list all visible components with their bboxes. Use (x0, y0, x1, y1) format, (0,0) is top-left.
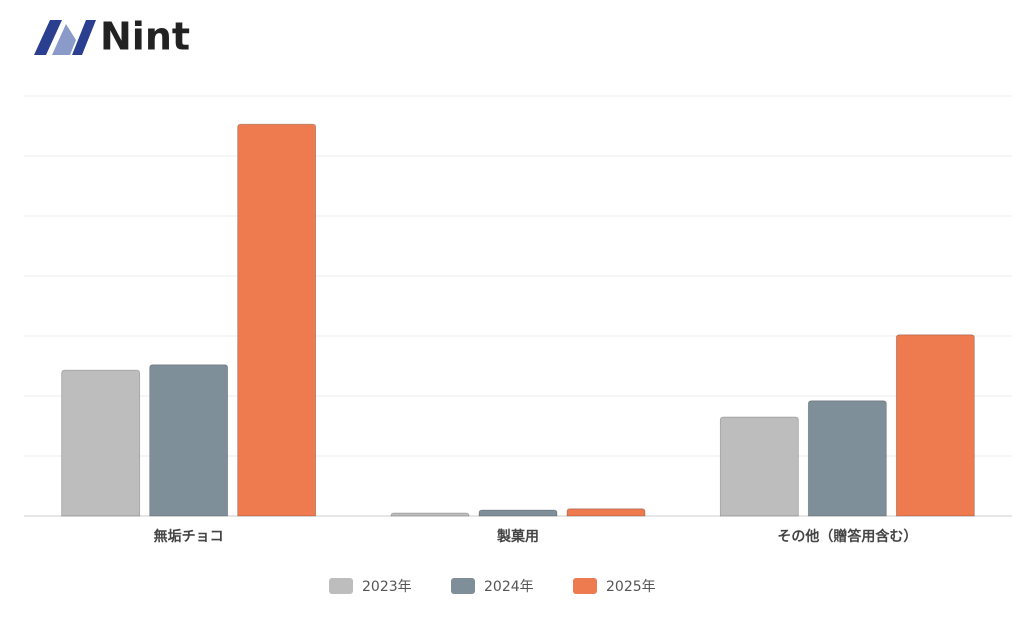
logo-mark (34, 20, 62, 55)
x-tick-label: 製菓用 (496, 528, 539, 545)
logo-mark (72, 20, 96, 55)
bar (719, 416, 799, 517)
legend-swatch (573, 578, 597, 594)
legend-swatch (329, 578, 353, 594)
legend-swatch (451, 578, 475, 594)
bar (895, 334, 975, 517)
logo-text: Nint (100, 15, 190, 59)
legend-label: 2025年 (606, 579, 656, 595)
bar (807, 400, 887, 517)
logo: Nint (34, 15, 190, 59)
bar (61, 369, 141, 517)
x-tick-label: その他（贈答用含む） (777, 528, 917, 545)
legend-label: 2024年 (484, 579, 534, 595)
bar (566, 508, 646, 517)
bar (237, 123, 317, 517)
bar (390, 512, 470, 517)
logo-mark (52, 24, 76, 55)
bar (478, 509, 558, 517)
x-tick-label: 無垢チョコ (154, 528, 224, 545)
bar (149, 364, 229, 517)
legend-label: 2023年 (362, 579, 412, 595)
